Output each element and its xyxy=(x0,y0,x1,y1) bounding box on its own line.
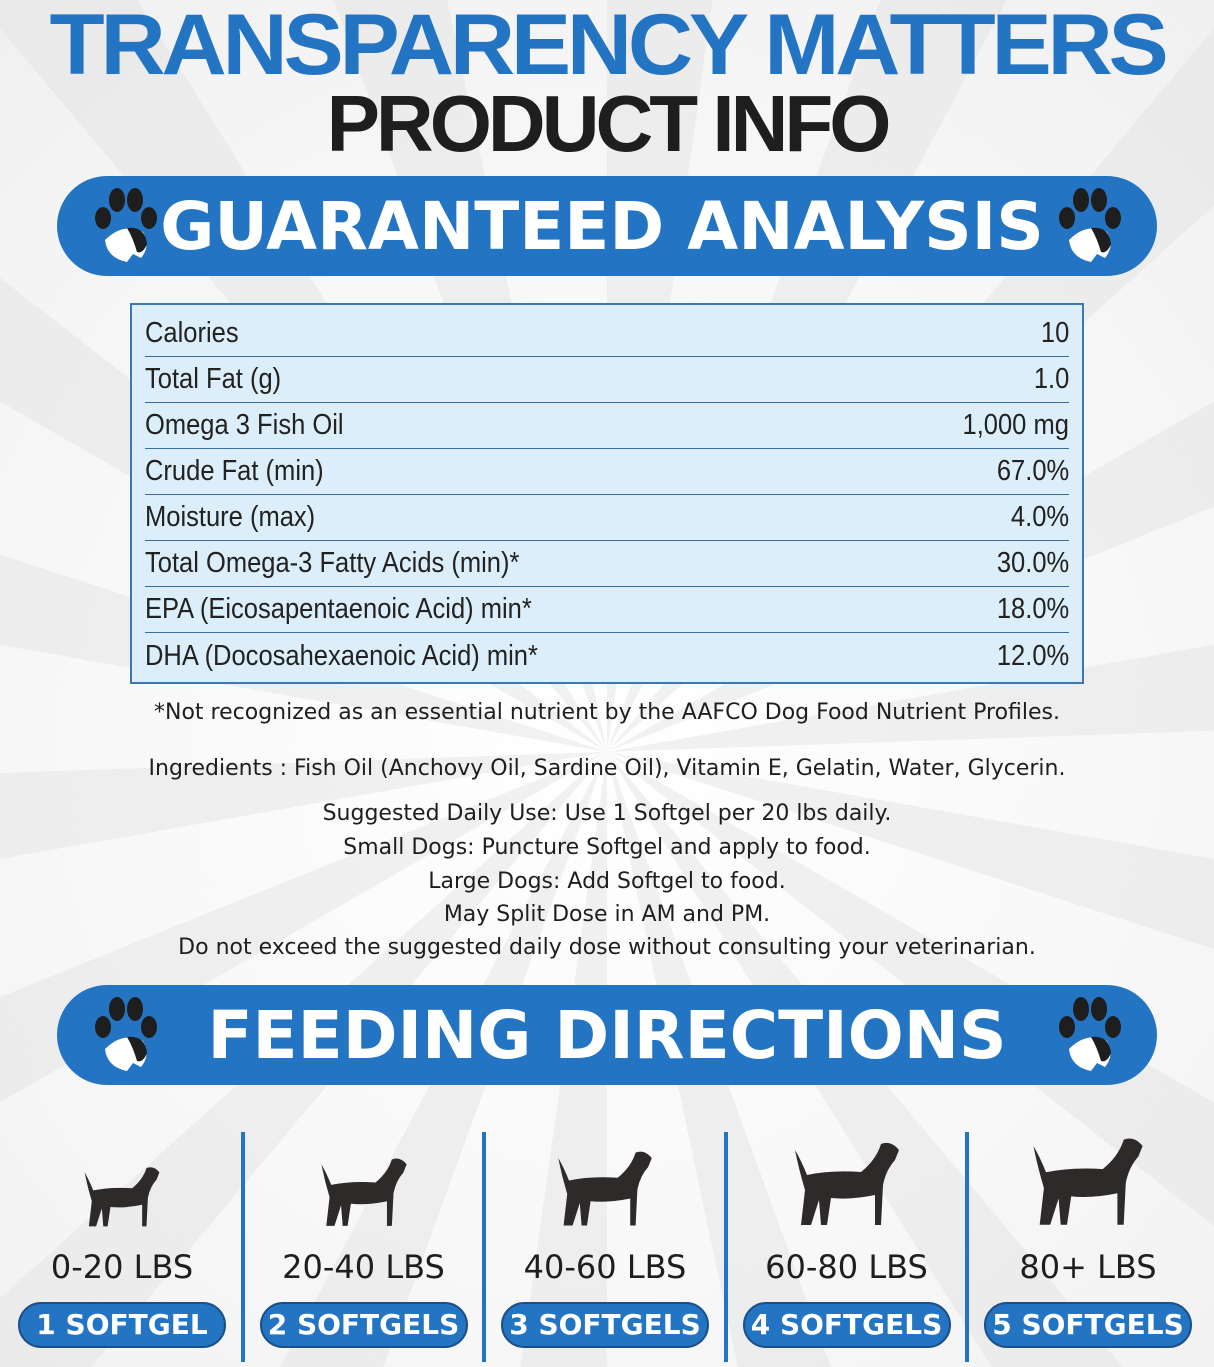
subheadline: PRODUCT INFO xyxy=(326,79,892,168)
feeding-column: 40-60 LBS 3 SOFTGELS xyxy=(484,1110,726,1360)
dose-badge: 2 SOFTGELS xyxy=(259,1302,468,1348)
analysis-row: Crude Fat (min) 67.0% xyxy=(145,449,1069,495)
paw-dog-icon xyxy=(1059,997,1121,1071)
dose-badge: 5 SOFTGELS xyxy=(984,1302,1192,1348)
weight-range: 20-40 LBS xyxy=(282,1248,445,1286)
nutrient-label: EPA (Eicosapentaenoic Acid) min* xyxy=(145,593,532,625)
dog-silhouette-icon xyxy=(84,1167,160,1227)
analysis-row: Total Omega-3 Fatty Acids (min)* 30.0% xyxy=(145,541,1069,587)
analysis-row: EPA (Eicosapentaenoic Acid) min* 18.0% xyxy=(145,587,1069,633)
dose-badge: 1 SOFTGEL xyxy=(18,1302,226,1348)
feeding-column: 0-20 LBS 1 SOFTGEL xyxy=(1,1110,243,1360)
guaranteed-analysis-banner: GUARANTEED ANALYSIS xyxy=(57,176,1157,276)
dog-silhouette-icon xyxy=(558,1151,652,1226)
feeding-column: 80+ LBS 5 SOFTGELS xyxy=(967,1110,1209,1360)
weight-range: 60-80 LBS xyxy=(765,1248,928,1286)
nutrient-label: Moisture (max) xyxy=(145,501,316,533)
nutrient-value: 4.0% xyxy=(1010,501,1069,533)
usage-line: Large Dogs: Add Softgel to food. xyxy=(428,869,786,894)
weight-range: 0-20 LBS xyxy=(50,1248,194,1286)
nutrient-value: 18.0% xyxy=(996,593,1069,625)
ingredients: Ingredients : Fish Oil (Anchovy Oil, Sar… xyxy=(148,756,1066,781)
column-divider xyxy=(723,1132,728,1362)
feeding-directions-banner: FEEDING DIRECTIONS xyxy=(57,985,1157,1085)
dog-silhouette-icon xyxy=(794,1142,899,1225)
analysis-row: Moisture (max) 4.0% xyxy=(145,495,1069,541)
nutrient-label: Omega 3 Fish Oil xyxy=(145,409,344,441)
nutrient-label: DHA (Docosahexaenoic Acid) min* xyxy=(145,639,538,672)
weight-range: 40-60 LBS xyxy=(523,1248,687,1286)
usage-line: Small Dogs: Puncture Softgel and apply t… xyxy=(343,835,871,860)
column-divider xyxy=(965,1132,969,1362)
usage-line: Suggested Daily Use: Use 1 Softgel per 2… xyxy=(322,801,892,826)
usage-line: May Split Dose in AM and PM. xyxy=(443,902,771,927)
dose-badge: 4 SOFTGELS xyxy=(742,1302,951,1348)
nutrient-label: Total Fat (g) xyxy=(145,363,282,395)
feeding-column: 20-40 LBS 2 SOFTGELS xyxy=(243,1110,485,1360)
dose-badge: 3 SOFTGELS xyxy=(501,1302,709,1348)
paw-dog-icon xyxy=(95,997,157,1071)
column-divider xyxy=(482,1132,486,1362)
nutrient-label: Calories xyxy=(145,317,239,349)
dog-silhouette-icon xyxy=(1033,1138,1143,1225)
nutrient-value: 1.0 xyxy=(1033,363,1069,395)
analysis-row: Calories 10 xyxy=(145,311,1069,357)
nutrient-value: 30.0% xyxy=(996,547,1069,579)
footnote: *Not recognized as an essential nutrient… xyxy=(154,700,1060,725)
weight-range: 80+ LBS xyxy=(1019,1248,1157,1286)
feeding-column: 60-80 LBS 4 SOFTGELS xyxy=(726,1110,968,1360)
guaranteed-analysis-table: Calories 10 Total Fat (g) 1.0 Omega 3 Fish O… xyxy=(130,303,1084,684)
column-divider xyxy=(240,1132,245,1362)
dog-silhouette-icon xyxy=(320,1158,407,1226)
nutrient-label: Crude Fat (min) xyxy=(145,455,324,487)
analysis-row: Omega 3 Fish Oil 1,000 mg xyxy=(145,403,1069,449)
usage-line: Do not exceed the suggested daily dose w… xyxy=(178,935,1036,960)
paw-dog-icon xyxy=(95,188,157,262)
nutrient-value: 10 xyxy=(1040,317,1069,349)
nutrient-value: 1,000 mg xyxy=(962,409,1069,441)
headline: TRANSPARENCY MATTERS xyxy=(49,0,1168,93)
analysis-row: Total Fat (g) 1.0 xyxy=(145,357,1069,403)
nutrient-value: 67.0% xyxy=(996,455,1069,487)
paw-dog-icon xyxy=(1059,188,1121,262)
banner-title: GUARANTEED ANALYSIS xyxy=(160,187,1044,265)
nutrient-value: 12.0% xyxy=(996,639,1069,672)
banner-title: FEEDING DIRECTIONS xyxy=(207,996,1007,1074)
nutrient-label: Total Omega-3 Fatty Acids (min)* xyxy=(145,547,520,579)
analysis-row: DHA (Docosahexaenoic Acid) min* 12.0% xyxy=(145,633,1069,679)
